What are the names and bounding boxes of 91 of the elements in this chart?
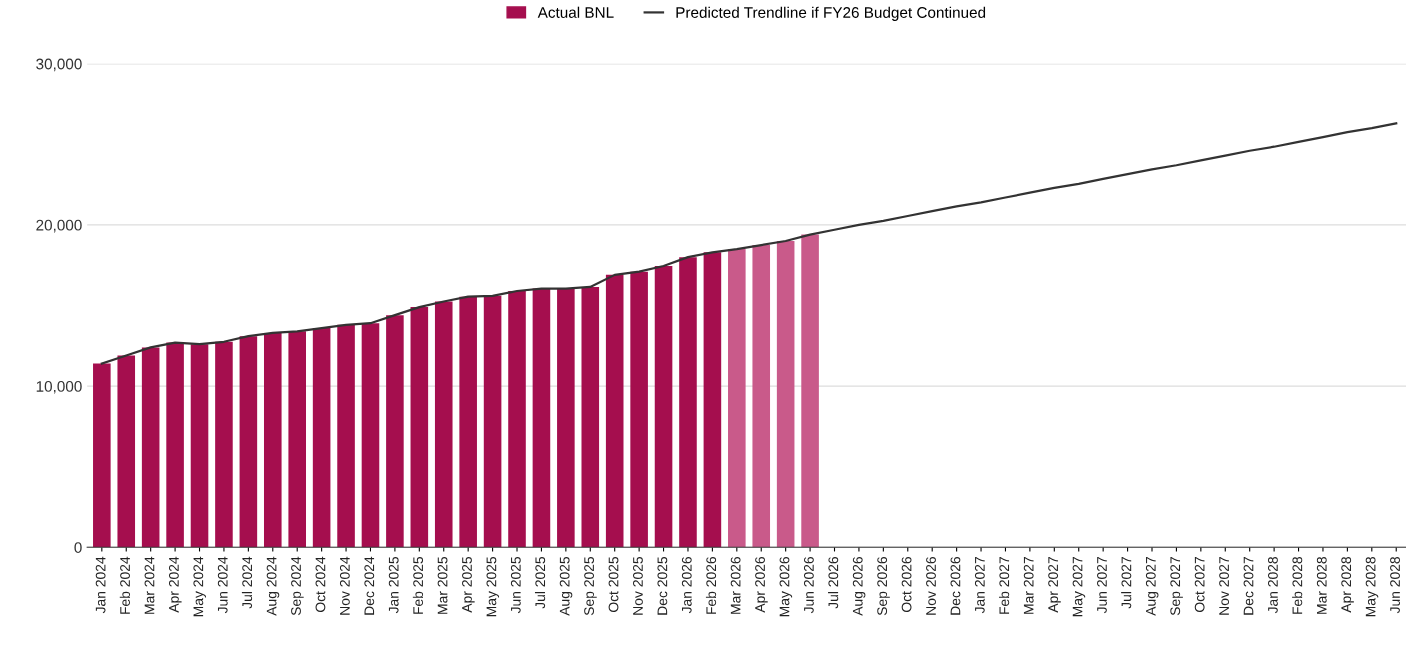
x-tick-label: Oct 2027 xyxy=(1194,557,1205,613)
x-tick-label: Apr 2027 xyxy=(1048,557,1061,613)
x-tick-label: Oct 2024 xyxy=(315,556,326,613)
bar xyxy=(459,296,477,548)
x-tick-label: Dec 2024 xyxy=(364,556,375,615)
x-tick-label: Nov 2025 xyxy=(633,556,643,615)
x-tick-label: Jan 2024 xyxy=(95,556,106,614)
x-tick-label: May 2026 xyxy=(779,556,793,617)
x-tick-label: Sep 2026 xyxy=(877,556,890,616)
bar xyxy=(434,301,453,548)
x-tick-label: Apr 2026 xyxy=(755,556,768,613)
x-tick-label: Feb 2028 xyxy=(1292,556,1303,614)
x-tick-label: Feb 2025 xyxy=(412,556,424,614)
x-tick-label: Aug 2026 xyxy=(852,556,866,616)
bar xyxy=(679,257,697,548)
x-tick-label: Mar 2028 xyxy=(1316,556,1327,614)
bar xyxy=(361,323,380,548)
bar xyxy=(410,307,429,548)
x-tick-label: Feb 2027 xyxy=(998,557,1010,614)
x-tick-label: Mar 2024 xyxy=(144,556,155,614)
x-tick-label: Apr 2024 xyxy=(168,556,182,613)
x-tick-label: May 2024 xyxy=(193,556,206,617)
x-tick-label: Nov 2024 xyxy=(339,556,350,615)
bar xyxy=(141,347,160,548)
y-tick-label: 10,000 xyxy=(36,380,82,394)
bar xyxy=(630,271,648,548)
x-tick-label: May 2027 xyxy=(1072,557,1086,617)
y-tick-label: 0 xyxy=(74,542,82,553)
x-tick-label: Mar 2026 xyxy=(730,556,741,614)
x-tick-label: Jun 2024 xyxy=(217,556,228,614)
bar xyxy=(605,274,624,548)
x-tick-label: Jun 2025 xyxy=(510,556,521,614)
x-tick-label: Nov 2027 xyxy=(1219,557,1229,615)
bar xyxy=(263,332,282,548)
bar xyxy=(215,341,233,548)
bar xyxy=(386,315,404,548)
legend-label: Predicted Trendline if FY26 Budget Continued xyxy=(676,6,986,21)
x-tick-label: Jul 2025 xyxy=(534,556,546,609)
x-tick-label: Sep 2027 xyxy=(1170,557,1183,616)
x-tick-label: Dec 2025 xyxy=(657,556,668,615)
x-tick-label: Dec 2027 xyxy=(1243,557,1254,615)
bar xyxy=(166,342,184,548)
x-tick-label: May 2025 xyxy=(486,556,500,617)
bar xyxy=(337,324,355,548)
y-tick-label: 20,000 xyxy=(36,219,82,233)
x-tick-label: Jan 2028 xyxy=(1268,556,1278,614)
x-tick-label: Apr 2025 xyxy=(462,556,475,613)
x-tick-label: Jan 2025 xyxy=(388,556,399,614)
bar xyxy=(801,234,819,548)
x-tick-label: Dec 2026 xyxy=(950,556,961,615)
bar xyxy=(190,344,209,548)
y-tick-label: 30,000 xyxy=(36,58,82,72)
line-series xyxy=(100,122,1398,365)
bar xyxy=(703,252,722,548)
x-tick-label: May 2028 xyxy=(1365,556,1379,617)
x-tick-label: Feb 2024 xyxy=(119,556,130,614)
bar xyxy=(312,328,331,548)
bar xyxy=(117,355,136,548)
x-tick-label: Apr 2028 xyxy=(1341,556,1354,613)
x-tick-label: Nov 2026 xyxy=(926,556,936,615)
bar xyxy=(532,288,551,548)
x-tick-label: Jul 2024 xyxy=(241,556,253,609)
x-tick-label: Sep 2024 xyxy=(291,556,304,616)
bar xyxy=(776,241,795,548)
bar xyxy=(508,290,526,548)
bar xyxy=(288,331,306,548)
x-tick-label: Oct 2026 xyxy=(901,556,912,613)
x-tick-label: Jun 2028 xyxy=(1390,556,1400,614)
x-tick-label: Jun 2026 xyxy=(803,556,814,614)
bar xyxy=(483,295,502,548)
bar xyxy=(93,363,111,548)
bar xyxy=(752,245,771,548)
x-tick-label: Jul 2026 xyxy=(828,556,839,609)
bar xyxy=(239,336,258,548)
x-tick-label: Jun 2027 xyxy=(1097,557,1107,614)
x-tick-label: Jan 2027 xyxy=(974,557,985,614)
x-tick-label: Mar 2027 xyxy=(1023,557,1034,614)
bar xyxy=(654,266,673,548)
x-tick-label: Sep 2025 xyxy=(584,556,597,616)
x-tick-label: Aug 2024 xyxy=(266,556,280,616)
x-tick-label: Jul 2027 xyxy=(1121,557,1132,609)
x-tick-label: Oct 2025 xyxy=(608,556,619,613)
legend-label: Actual BNL xyxy=(537,6,614,18)
x-tick-label: Mar 2025 xyxy=(437,556,448,614)
x-tick-label: Aug 2027 xyxy=(1145,557,1159,616)
bar xyxy=(728,249,746,548)
bar xyxy=(581,286,600,548)
bar xyxy=(557,288,575,548)
x-tick-label: Jan 2026 xyxy=(681,556,692,614)
x-tick-label: Aug 2025 xyxy=(559,556,573,616)
x-tick-label: Feb 2026 xyxy=(705,556,717,614)
